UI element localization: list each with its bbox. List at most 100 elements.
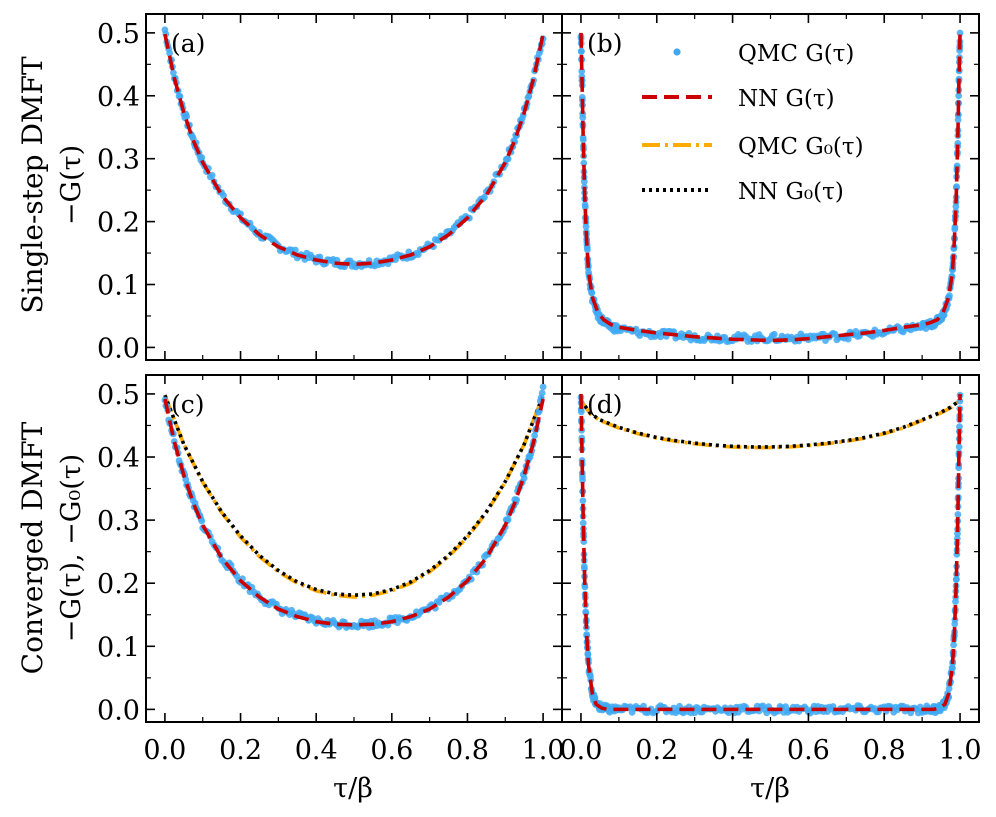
legend-label-qmc-g: QMC G(τ) bbox=[738, 41, 854, 67]
data-point-qmc-g--b-33 bbox=[581, 203, 589, 211]
series-layer-b bbox=[577, 29, 964, 345]
data-point-qmc-g--d-20 bbox=[579, 519, 587, 527]
data-point-qmc-g--a-189 bbox=[481, 193, 488, 201]
y-tick-label-c-3: 0.3 bbox=[97, 506, 140, 537]
panel-c: 0.0 0.2 0.4 0.6 0.8 1.0 0.0 0.1 0.2 0.3 0.4 0.5 (c) bbox=[97, 374, 565, 766]
x-tick-label-d-2: 0.4 bbox=[711, 735, 754, 766]
y-tick-label-a-5: 0.5 bbox=[97, 19, 140, 50]
legend-marker-qmc-g bbox=[673, 48, 681, 56]
data-point-qmc-g--b-221 bbox=[844, 335, 852, 343]
data-point-qmc-g--d-316 bbox=[950, 641, 957, 649]
panel-label-d: (d) bbox=[587, 390, 623, 419]
x-axis-label-right: τ/β bbox=[750, 773, 790, 804]
data-point-qmc-g--b-4 bbox=[578, 47, 585, 55]
legend-label-nn-g0: NN G₀(τ) bbox=[738, 179, 844, 205]
y-tick-label-a-1: 0.1 bbox=[97, 271, 140, 302]
data-point-qmc-g--a-23 bbox=[183, 113, 191, 120]
data-point-qmc-g--a-9 bbox=[170, 69, 177, 77]
legend-label-nn-g: NN G(τ) bbox=[738, 86, 835, 112]
row-title-bottom: Converged DMFT bbox=[16, 421, 49, 674]
data-point-qmc-g--c-203 bbox=[504, 516, 512, 523]
data-point-qmc-g--d-352 bbox=[955, 443, 963, 451]
series-line-nn-g--c bbox=[163, 394, 545, 597]
y-tick-label-c-1: 0.1 bbox=[97, 632, 140, 663]
data-point-qmc-g--b-16 bbox=[579, 114, 587, 122]
x-tick-label-d-5: 1.0 bbox=[939, 735, 982, 766]
series-line-qmc-g--d bbox=[579, 398, 962, 450]
y-tick-label-c-2: 0.2 bbox=[97, 569, 140, 600]
panel-label-c: (c) bbox=[171, 390, 205, 419]
panel-label-b: (b) bbox=[587, 29, 623, 58]
x-tick-label-d-3: 0.6 bbox=[787, 735, 830, 766]
data-point-qmc-g--b-348 bbox=[955, 92, 963, 100]
data-point-qmc-g--c-212 bbox=[513, 496, 521, 504]
data-point-qmc-g--a-39 bbox=[198, 154, 206, 161]
legend-label-qmc-g0: QMC G₀(τ) bbox=[738, 134, 864, 160]
data-point-qmc-g--b-122 bbox=[657, 333, 664, 341]
data-point-qmc-g--a-154 bbox=[414, 251, 422, 258]
data-point-qmc-g--b-44 bbox=[584, 246, 591, 254]
series-line-nn-g--d bbox=[579, 398, 962, 449]
x-tick-label-c-4: 0.8 bbox=[446, 735, 489, 766]
panel-b: (b) bbox=[561, 13, 980, 361]
data-point-qmc-g--d-341 bbox=[954, 511, 962, 518]
series-layer-c bbox=[161, 383, 547, 631]
x-tick-label-c-0: 0.0 bbox=[143, 735, 186, 766]
data-point-qmc-g--b-302 bbox=[946, 292, 953, 300]
data-point-qmc-g--a-203 bbox=[504, 155, 512, 163]
data-point-qmc-g--c-240 bbox=[539, 383, 547, 391]
y-tick-label-c-4: 0.4 bbox=[97, 443, 140, 474]
data-point-qmc-g--b-59 bbox=[588, 289, 596, 297]
series-line-nn-g--a bbox=[163, 33, 545, 267]
data-point-qmc-g--a-16 bbox=[176, 92, 184, 100]
y-tick-label-a-3: 0.3 bbox=[97, 145, 140, 176]
x-axis-label-left: τ/β bbox=[333, 773, 373, 804]
data-point-qmc-g--d-14 bbox=[579, 476, 586, 484]
x-tick-label-c-2: 0.4 bbox=[295, 735, 338, 766]
y-tick-label-c-5: 0.5 bbox=[97, 380, 140, 411]
x-tick-label-d-4: 0.8 bbox=[863, 735, 906, 766]
data-point-qmc-g--d-355 bbox=[956, 423, 963, 431]
y-tick-label-a-2: 0.2 bbox=[97, 208, 140, 239]
data-point-qmc-g--b-332 bbox=[953, 183, 960, 191]
data-point-qmc-g--d-17 bbox=[579, 497, 587, 505]
data-point-qmc-g--a-45 bbox=[208, 171, 216, 179]
data-point-qmc-g--a-5 bbox=[166, 49, 174, 57]
data-point-qmc-g--d-331 bbox=[953, 575, 960, 583]
series-layer-d bbox=[577, 391, 964, 717]
data-point-qmc-g--b-225 bbox=[852, 327, 860, 335]
series-line-nn-g--c bbox=[163, 398, 545, 627]
y-axis-label-top: −G(τ) bbox=[56, 145, 87, 225]
x-tick-label-d-1: 0.2 bbox=[635, 735, 678, 766]
series-line-nn-g--b bbox=[579, 32, 962, 343]
data-point-qmc-g--b-27 bbox=[580, 178, 588, 186]
data-point-qmc-g--d-3 bbox=[577, 408, 585, 416]
data-point-qmc-g--b-37 bbox=[582, 223, 590, 231]
legend: QMC G(τ) NN G(τ) QMC G₀(τ) NN G₀(τ) bbox=[642, 41, 864, 205]
row-title-top: Single-step DMFT bbox=[16, 56, 49, 314]
y-axis-label-bottom: −G(τ), −G₀(τ) bbox=[56, 454, 87, 642]
data-point-qmc-g--c-220 bbox=[520, 474, 528, 482]
x-tick-label-c-3: 0.6 bbox=[370, 735, 413, 766]
x-tick-label-d-0: 0.0 bbox=[559, 735, 602, 766]
panel-d: 0.0 0.2 0.4 0.6 0.8 1.0 (d) bbox=[559, 374, 982, 766]
data-point-qmc-g--c-39 bbox=[198, 517, 206, 525]
x-tick-label-c-5: 1.0 bbox=[522, 735, 565, 766]
data-point-qmc-g--a-51 bbox=[220, 192, 227, 200]
data-point-qmc-g--b-20 bbox=[579, 136, 587, 144]
data-point-qmc-g--c-231 bbox=[531, 432, 538, 439]
y-tick-label-c-0: 0.0 bbox=[97, 695, 140, 726]
data-point-qmc-g--b-182 bbox=[770, 330, 778, 338]
series-layer-a bbox=[161, 26, 547, 271]
y-tick-label-a-0: 0.0 bbox=[97, 333, 140, 364]
data-point-qmc-g--c-239 bbox=[538, 389, 546, 397]
data-point-qmc-g--d-310 bbox=[949, 664, 956, 672]
panel-label-a: (a) bbox=[171, 29, 205, 58]
series-line-nn-g--d bbox=[579, 393, 962, 712]
data-point-qmc-g--d-31 bbox=[581, 583, 589, 591]
x-tick-label-c-1: 0.2 bbox=[219, 735, 262, 766]
panels-layer: 0.0 0.1 0.2 0.3 0.4 0.5 (a) (b) 0.0 0.2 0.4 0.6 0.8 1… bbox=[97, 13, 982, 766]
y-tick-label-a-4: 0.4 bbox=[97, 82, 140, 113]
